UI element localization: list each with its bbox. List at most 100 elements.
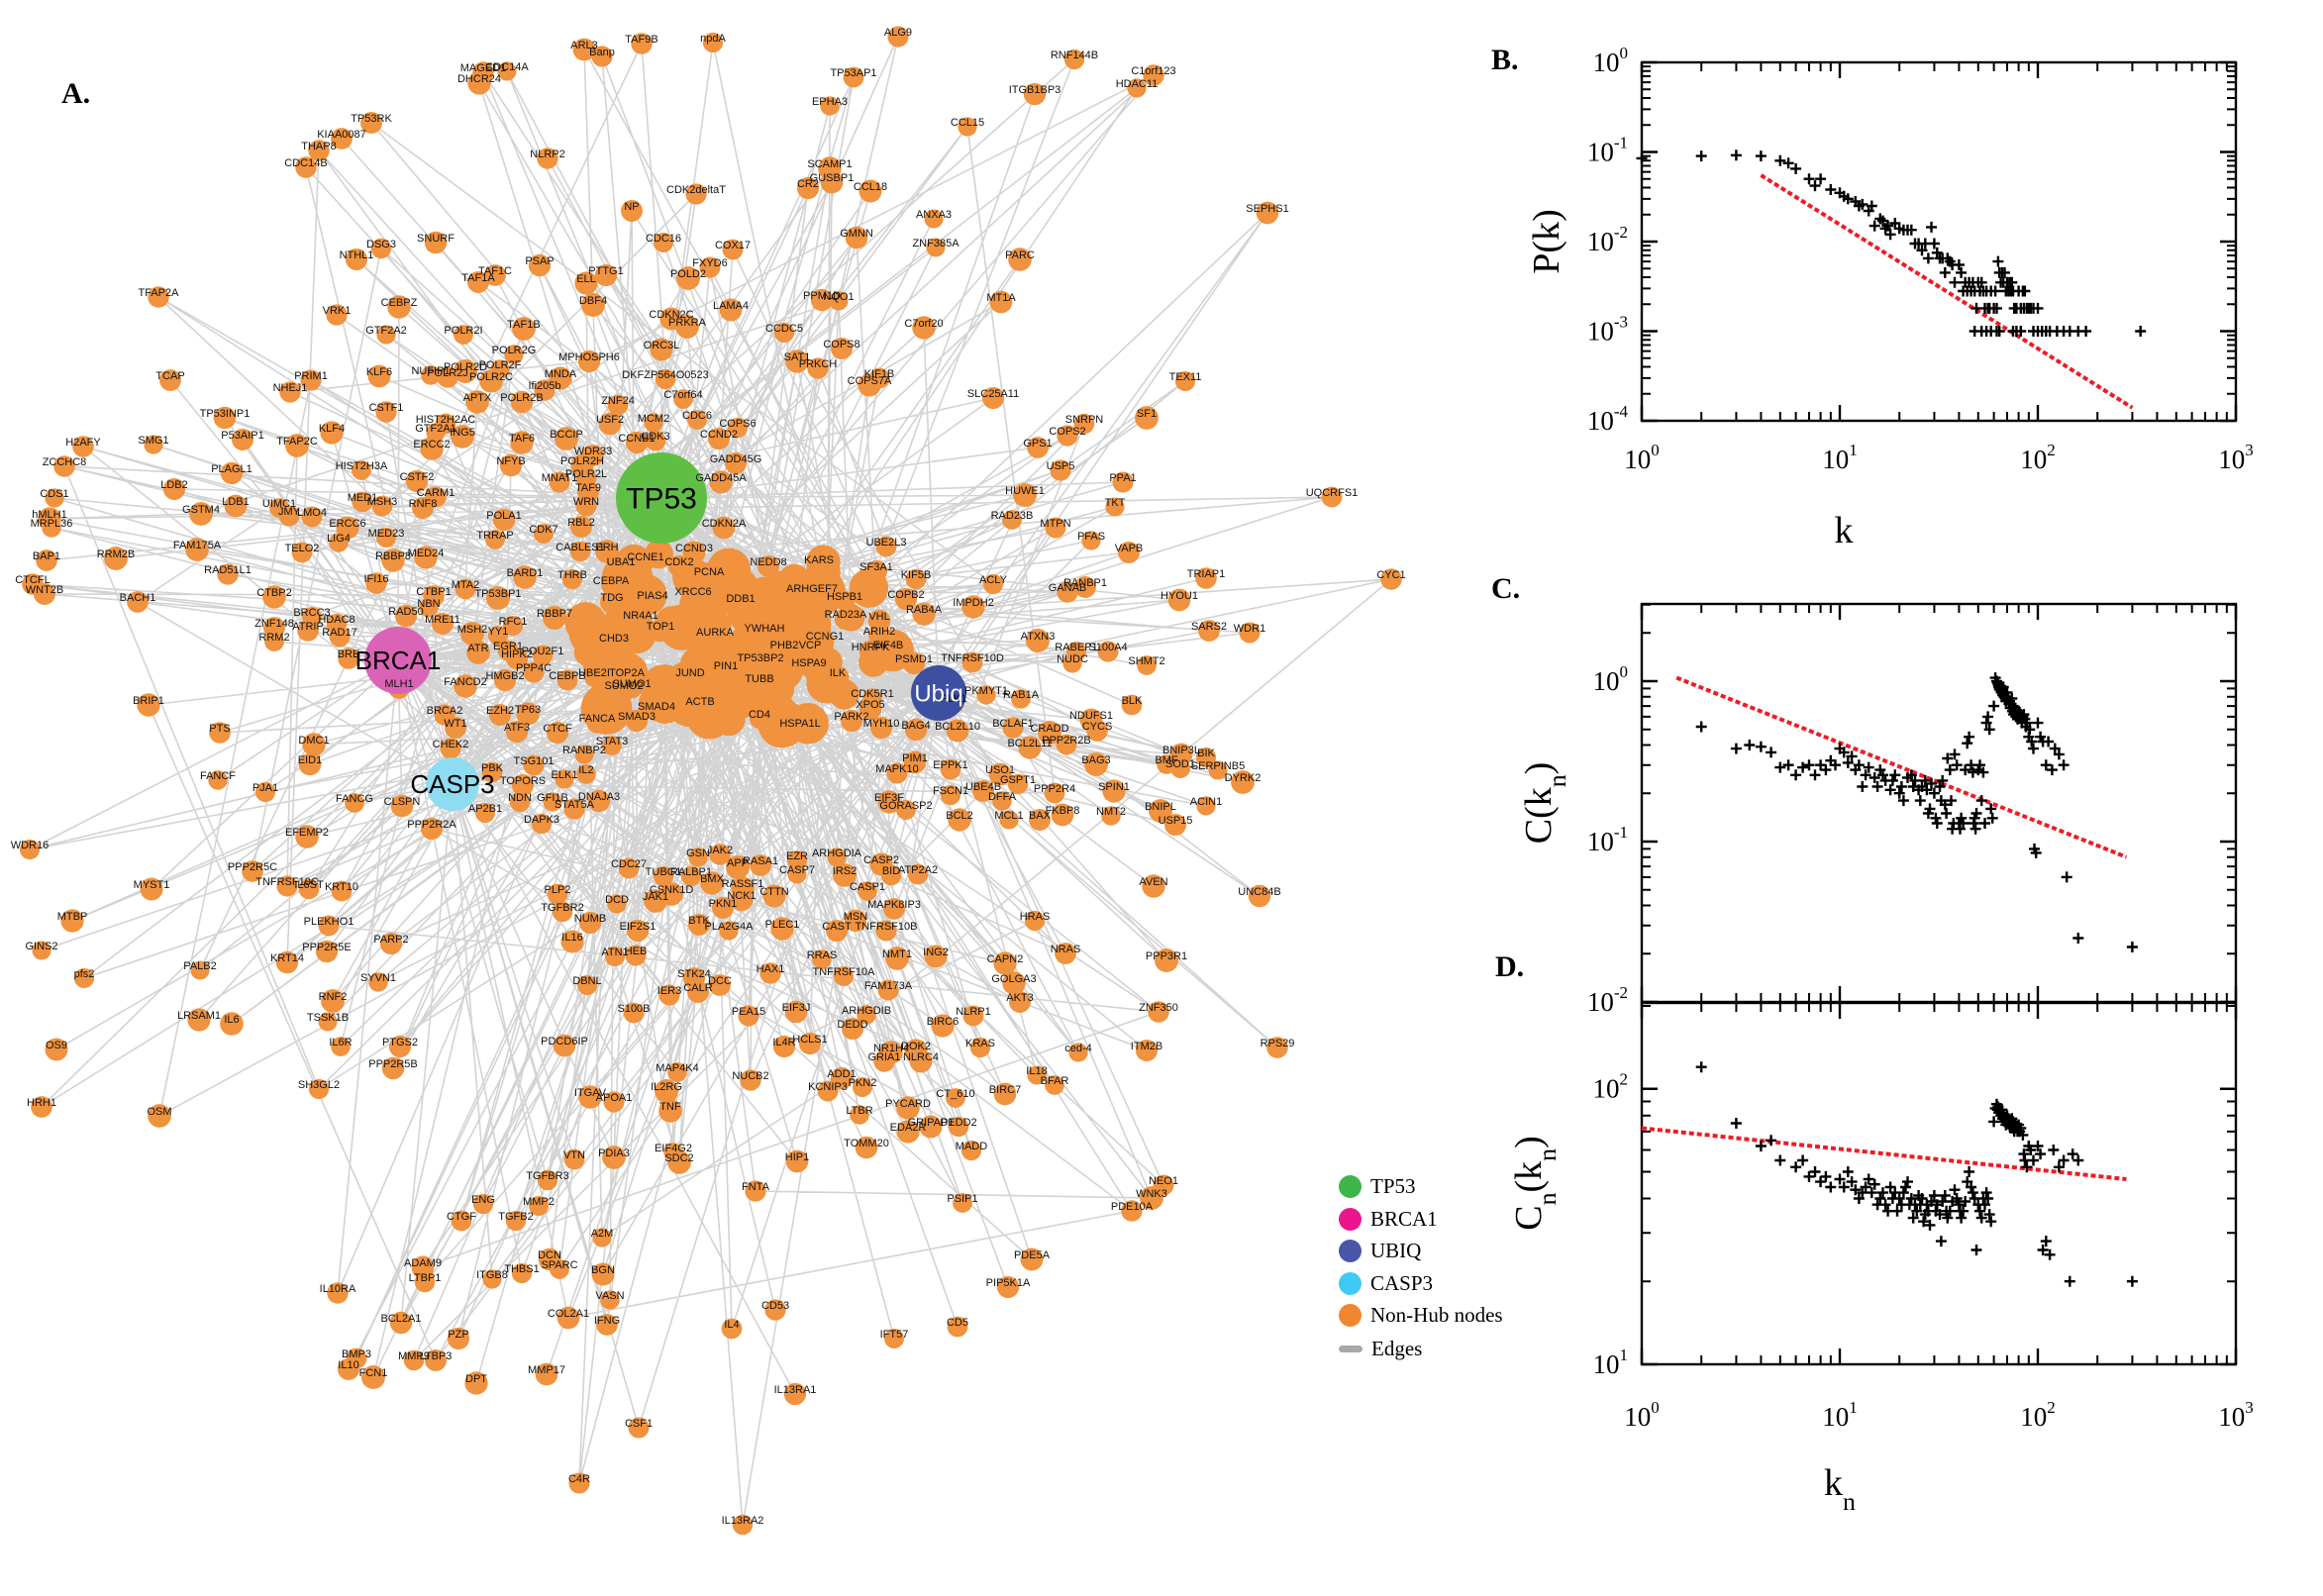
network-node: [1051, 803, 1074, 827]
network-node-label: CD53: [761, 1300, 789, 1312]
network-node-label: DPT: [465, 1373, 487, 1385]
network-node-label: STK24: [677, 968, 711, 980]
network-node: [403, 1349, 425, 1371]
network-node-label: ACLY: [979, 574, 1008, 586]
network-node: [127, 591, 149, 613]
network-node-label: TUBG1: [646, 866, 682, 878]
network-node-label: SNURF: [417, 233, 454, 245]
network-node: [732, 1514, 754, 1536]
network-node-label: COPS6: [719, 418, 756, 430]
network-node-label: POLD2: [670, 268, 706, 280]
network-node: [688, 848, 708, 867]
network-node: [675, 315, 699, 339]
network-node: [486, 586, 510, 610]
network-node: [1074, 576, 1096, 598]
network-node: [650, 338, 673, 361]
network-node-label: ATR: [467, 643, 488, 654]
network-node-label: PIP5K1A: [986, 1277, 1031, 1289]
network-node-label: hMLH1: [32, 509, 66, 521]
network-node: [34, 583, 55, 605]
network-node: [909, 1049, 933, 1073]
network-node-label: TOP2A: [609, 667, 646, 679]
network-node-label: PSMD1: [895, 653, 933, 665]
network-node-label: NMT1: [882, 948, 912, 960]
network-node: [843, 66, 864, 88]
network-node-label: TP63: [515, 704, 541, 716]
network-node: [162, 477, 186, 501]
network-node: [466, 641, 490, 664]
network-node-label: CCL15: [951, 117, 984, 129]
hub-node-ubiq: [911, 665, 966, 721]
network-node: [810, 288, 834, 312]
network-node-label: CDC27: [611, 858, 647, 870]
network-node-label: CSTF2: [400, 471, 435, 483]
network-node-label: AURKA: [696, 627, 735, 639]
network-node-label: MLH1: [384, 678, 413, 690]
network-node-label: SHMT2: [1128, 655, 1164, 667]
network-node: [750, 709, 769, 729]
network-node: [301, 606, 323, 628]
network-node: [60, 909, 84, 933]
network-node-label: CSTF1: [369, 402, 404, 414]
network-node: [667, 554, 691, 578]
network-node-label: TP53BP2: [737, 652, 783, 664]
network-node: [773, 322, 795, 344]
network-node-label: UBA1: [607, 556, 636, 568]
network-node-label: BCL2L10: [935, 721, 980, 733]
network-node: [511, 1262, 533, 1284]
network-node: [976, 685, 996, 705]
network-node: [148, 1104, 171, 1128]
network-node: [361, 1365, 385, 1389]
network-node: [301, 506, 323, 528]
network-node: [865, 560, 887, 582]
network-node-label: BLK: [1122, 695, 1143, 707]
network-node-label: PCNA: [694, 566, 725, 578]
network-node: [948, 1116, 969, 1138]
network-node-label: ALG9: [884, 27, 912, 39]
network-node: [1011, 689, 1031, 709]
network-node: [834, 607, 858, 631]
network-node-label: TRRAP: [476, 530, 513, 542]
network-node: [919, 1115, 943, 1139]
network-node-label: ARL3: [570, 40, 598, 51]
network-node-label: POLR2I: [444, 325, 482, 337]
network-node: [1050, 459, 1071, 481]
casp3-swatch-icon: [1339, 1271, 1362, 1295]
network-node: [603, 1091, 625, 1113]
network-node-label: pfs2: [74, 968, 95, 980]
network-node-label: RPS29: [1261, 1038, 1295, 1049]
y-axis-title: Cn(kn): [1508, 1136, 1562, 1231]
network-node-label: OSM: [147, 1106, 171, 1118]
network-node-label: EZR: [786, 850, 808, 862]
network-node: [1038, 721, 1061, 745]
network-node-label: MED24: [408, 548, 445, 559]
network-node-label: TAF6: [509, 433, 535, 445]
network-node: [858, 881, 877, 901]
network-node-label: NLRC4: [903, 1051, 939, 1063]
network-node-label: CARM1: [417, 487, 455, 499]
network-node: [321, 989, 345, 1013]
network-node: [961, 651, 983, 673]
network-node-label: POU2F1: [522, 646, 564, 657]
network-node-label: EIF3F: [874, 792, 904, 804]
network-node-label: MRPL36: [31, 518, 73, 530]
network-node: [1002, 717, 1024, 739]
network-node: [493, 668, 517, 692]
network-node-label: CDC14B: [284, 157, 327, 169]
network-node-label: CYC1: [1376, 569, 1405, 581]
network-node-label: PEA15: [732, 1006, 765, 1018]
network-node-label: JAK1: [643, 891, 668, 903]
scatter-markers: [1636, 150, 2147, 337]
network-node-label: TELO2: [285, 543, 320, 554]
network-node-label: NCK1: [727, 890, 756, 902]
network-node-label: NUCB2: [732, 1070, 768, 1082]
network-node: [276, 875, 298, 897]
network-node-label: CT_610: [936, 1088, 974, 1100]
network-node: [607, 894, 627, 914]
network-node-label: SUMO1: [612, 678, 651, 690]
network-node: [820, 96, 840, 116]
network-node: [1027, 437, 1049, 458]
network-node: [799, 657, 819, 677]
network-node: [645, 430, 666, 451]
